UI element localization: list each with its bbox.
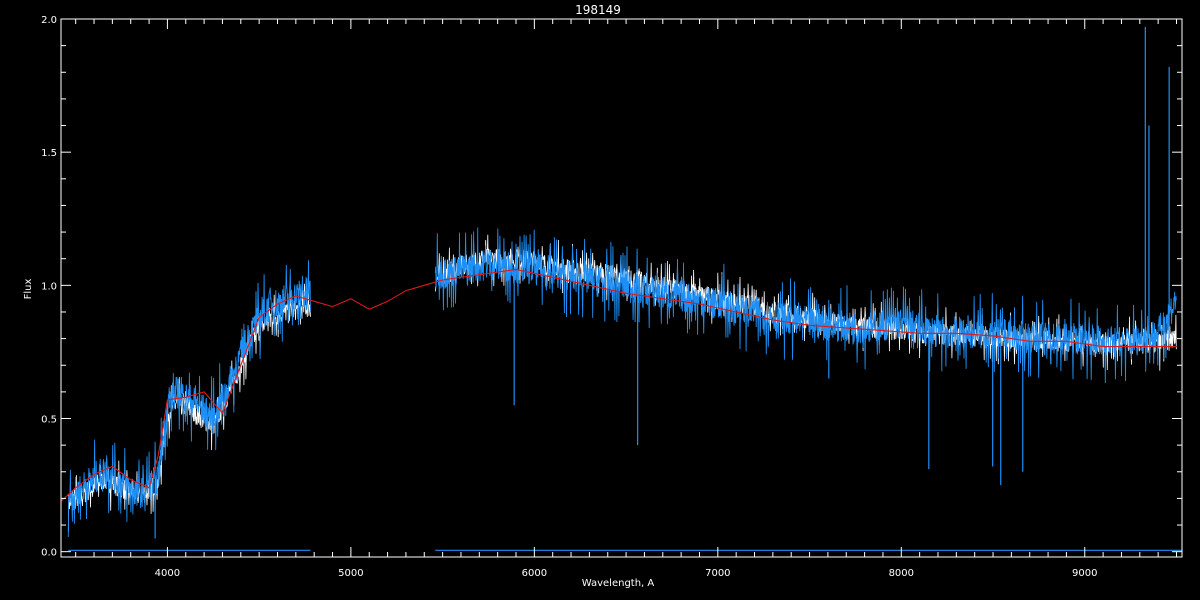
y-tick-label: 1.0 bbox=[41, 281, 57, 292]
x-tick-label: 5000 bbox=[338, 568, 363, 579]
y-tick-label: 2.0 bbox=[41, 15, 57, 26]
series-layer bbox=[60, 26, 1182, 551]
y-axis-title: Flux bbox=[23, 279, 34, 300]
series-1-segment-1 bbox=[434, 227, 1177, 384]
x-tick-label: 6000 bbox=[522, 568, 547, 579]
series-2-line bbox=[60, 268, 1177, 502]
series-1 bbox=[67, 26, 1177, 539]
chart-title: 198149 bbox=[575, 3, 621, 17]
plot-frame bbox=[60, 18, 1183, 558]
y-tick-label: 0.0 bbox=[41, 548, 57, 559]
x-tick-label: 4000 bbox=[155, 568, 180, 579]
y-tick-label: 1.5 bbox=[41, 148, 57, 159]
x-tick-label: 8000 bbox=[889, 568, 914, 579]
y-tick-label: 0.5 bbox=[41, 415, 57, 426]
x-axis-title: Wavelength, A bbox=[582, 578, 655, 589]
x-tick-label: 9000 bbox=[1072, 568, 1097, 579]
series-1-segment-0 bbox=[67, 260, 311, 538]
series-2 bbox=[60, 268, 1177, 502]
tick-layer: 4000 5000 6000 7000 8000 9000 0.0 0.5 1.0 1.5 2.0 bbox=[41, 15, 1182, 579]
x-tick-label: 7000 bbox=[705, 568, 730, 579]
